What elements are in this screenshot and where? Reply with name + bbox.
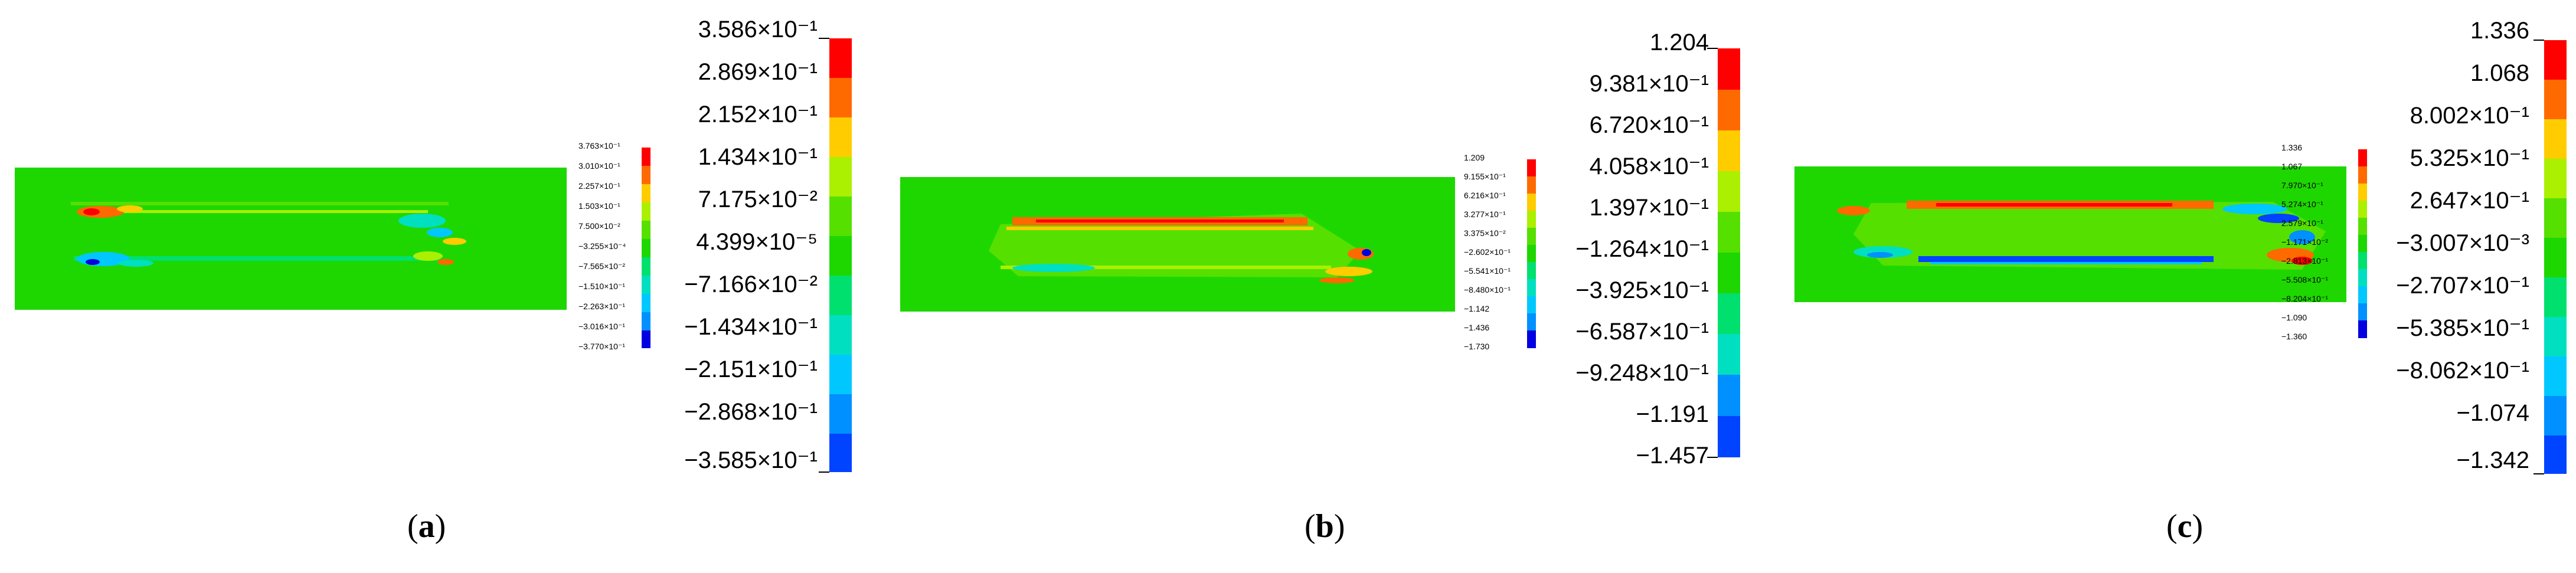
large-legend-label: −6.587×10⁻¹	[1575, 319, 1709, 345]
large-legend-label: −9.248×10⁻¹	[1575, 360, 1709, 386]
large-legend-label: 8.002×10⁻¹	[2410, 103, 2529, 129]
caption-b: (b)	[1305, 508, 1345, 545]
small-legend-label: −5.541×10⁻¹	[1464, 266, 1511, 276]
small-legend-label: −1.510×10⁻¹	[578, 281, 626, 291]
small-color-legend-a: 3.763×10⁻¹ 3.010×10⁻¹ 2.257×10⁻¹ 1.503×1…	[576, 136, 670, 354]
small-legend-label: 3.277×10⁻¹	[1464, 209, 1506, 219]
small-color-legend-b: 1.209 9.155×10⁻¹ 6.216×10⁻¹ 3.277×10⁻¹ 3…	[1461, 148, 1549, 354]
small-legend-label: −1.730	[1464, 342, 1490, 351]
large-legend-label: 6.720×10⁻¹	[1589, 112, 1709, 138]
small-legend-label: 1.503×10⁻¹	[578, 201, 620, 211]
small-legend-label: 5.274×10⁻¹	[2281, 199, 2323, 209]
panel-a: 3.763×10⁻¹ 3.010×10⁻¹ 2.257×10⁻¹ 1.503×1…	[0, 0, 856, 573]
small-legend-label: 3.375×10⁻²	[1464, 228, 1506, 238]
small-legend-label: −7.565×10⁻²	[578, 261, 626, 271]
large-legend-label: 1.434×10⁻¹	[698, 144, 818, 170]
large-color-bar-a	[829, 38, 852, 472]
large-color-legend-a: 3.586×10⁻¹ 2.869×10⁻¹ 2.152×10⁻¹ 1.434×1…	[673, 12, 853, 478]
caption-c: (c)	[2166, 508, 2204, 545]
large-legend-label: −2.868×10⁻¹	[684, 399, 818, 425]
large-color-bar-b	[1718, 48, 1740, 457]
small-legend-label: 1.067	[2281, 162, 2303, 171]
large-legend-label: −3.007×10⁻³	[2396, 230, 2529, 256]
large-legend-label: 2.869×10⁻¹	[698, 59, 818, 85]
small-legend-label: 7.970×10⁻¹	[2281, 181, 2323, 190]
small-legend-label: 2.579×10⁻¹	[2281, 218, 2323, 228]
small-legend-label: 1.336	[2281, 143, 2303, 152]
contour-image-b	[900, 177, 1455, 312]
contour-plot-c	[1794, 166, 2346, 302]
small-legend-label: 9.155×10⁻¹	[1464, 172, 1506, 181]
large-legend-label: −3.585×10⁻¹	[684, 447, 818, 473]
large-legend-label: −3.925×10⁻¹	[1575, 277, 1709, 303]
contour-plot-a	[15, 168, 567, 310]
large-legend-label: 1.068	[2470, 60, 2529, 86]
large-legend-label: −1.074	[2456, 400, 2529, 426]
large-legend-label: 3.586×10⁻¹	[698, 17, 818, 42]
large-legend-label: 7.175×10⁻²	[698, 186, 818, 212]
large-color-bar-c	[2544, 40, 2567, 474]
small-legend-label: 2.257×10⁻¹	[578, 181, 620, 191]
large-color-legend-c: 1.336 1.068 8.002×10⁻¹ 5.325×10⁻¹ 2.647×…	[2373, 12, 2571, 478]
contour-image-c	[1794, 166, 2346, 302]
large-legend-label: −7.166×10⁻²	[684, 271, 818, 297]
small-legend-label: 3.010×10⁻¹	[578, 161, 620, 171]
large-legend-label: −5.385×10⁻¹	[2396, 315, 2529, 341]
small-legend-label: −1.142	[1464, 304, 1490, 313]
panel-c: 1.336 1.067 7.970×10⁻¹ 5.274×10⁻¹ 2.579×…	[1777, 0, 2576, 573]
large-legend-label: 4.399×10⁻⁵	[696, 229, 818, 255]
large-legend-label: 1.336	[2470, 18, 2529, 44]
large-legend-label: 9.381×10⁻¹	[1589, 71, 1709, 97]
small-legend-label: −2.602×10⁻¹	[1464, 247, 1511, 257]
large-legend-label: 2.152×10⁻¹	[698, 101, 818, 127]
large-legend-label: −1.191	[1636, 401, 1709, 427]
small-legend-label: −8.204×10⁻¹	[2281, 294, 2329, 303]
small-color-bar-a	[642, 148, 650, 348]
small-legend-label: 7.500×10⁻²	[578, 221, 620, 231]
large-legend-label: −2.707×10⁻¹	[2396, 273, 2529, 299]
small-legend-label: −5.508×10⁻¹	[2281, 275, 2329, 284]
contour-image-a	[15, 168, 567, 310]
small-legend-label: −1.360	[2281, 332, 2307, 341]
large-legend-label: 1.204	[1649, 30, 1709, 55]
large-legend-label: −1.342	[2456, 447, 2529, 473]
small-legend-label: −8.480×10⁻¹	[1464, 285, 1511, 294]
small-color-legend-c: 1.336 1.067 7.970×10⁻¹ 5.274×10⁻¹ 2.579×…	[2276, 140, 2370, 353]
small-legend-label: −3.255×10⁻⁴	[578, 241, 626, 251]
small-legend-label: −3.016×10⁻¹	[578, 322, 626, 331]
large-legend-label: 4.058×10⁻¹	[1589, 153, 1709, 179]
small-legend-label: −2.813×10⁻¹	[2281, 256, 2329, 266]
small-color-bar-c	[2358, 149, 2367, 338]
large-legend-label: −1.457	[1636, 443, 1709, 469]
small-legend-label: −3.770×10⁻¹	[578, 342, 626, 351]
small-legend-label: −1.436	[1464, 323, 1490, 332]
caption-a: (a)	[407, 508, 446, 545]
small-legend-label: 3.763×10⁻¹	[578, 141, 620, 150]
large-legend-label: −8.062×10⁻¹	[2396, 358, 2529, 384]
large-color-legend-b: 1.204 9.381×10⁻¹ 6.720×10⁻¹ 4.058×10⁻¹ 1…	[1558, 24, 1744, 469]
large-legend-label: −2.151×10⁻¹	[684, 356, 818, 382]
small-color-bar-b	[1527, 159, 1536, 348]
large-legend-label: −1.434×10⁻¹	[684, 314, 818, 340]
small-legend-label: −1.171×10⁻²	[2281, 237, 2329, 247]
small-legend-label: 1.209	[1464, 153, 1485, 162]
large-legend-label: −1.264×10⁻¹	[1575, 236, 1709, 262]
large-legend-label: 1.397×10⁻¹	[1589, 195, 1709, 221]
contour-plot-b	[900, 177, 1455, 312]
panel-b: 1.209 9.155×10⁻¹ 6.216×10⁻¹ 3.277×10⁻¹ 3…	[885, 0, 1747, 573]
small-legend-label: 6.216×10⁻¹	[1464, 191, 1506, 200]
small-legend-label: −1.090	[2281, 313, 2307, 322]
small-legend-label: −2.263×10⁻¹	[578, 302, 626, 311]
large-legend-label: 5.325×10⁻¹	[2410, 145, 2529, 171]
large-legend-label: 2.647×10⁻¹	[2410, 188, 2529, 214]
